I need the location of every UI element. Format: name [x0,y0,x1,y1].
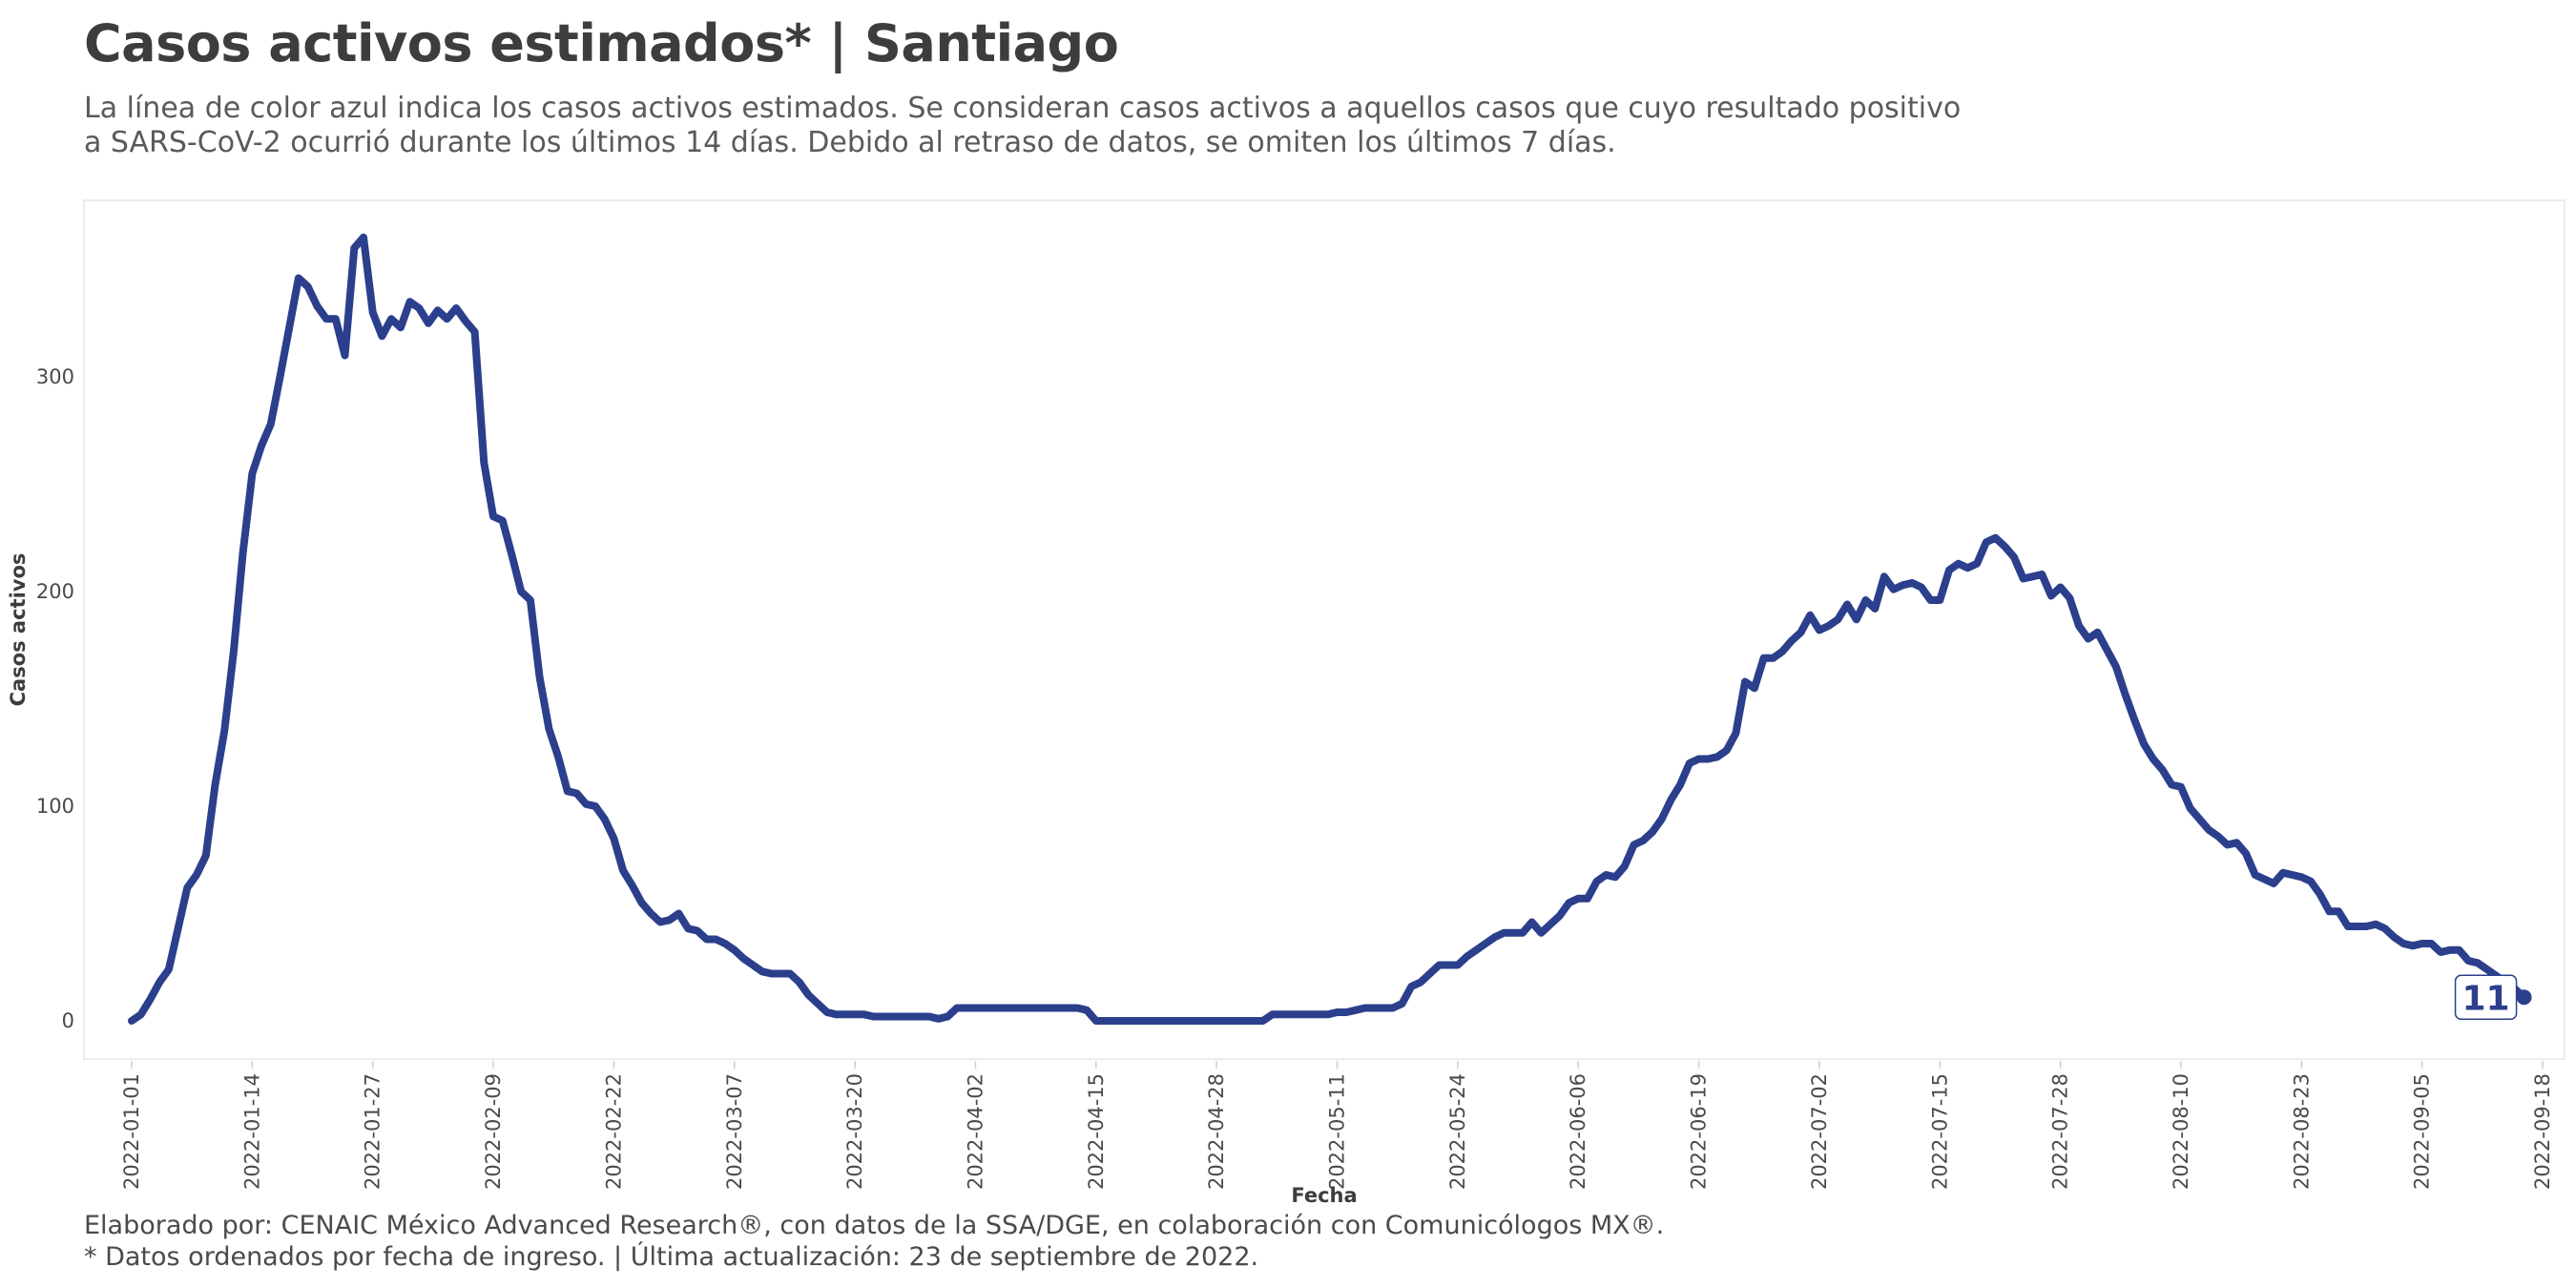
series-line-casos-activos [128,233,2528,1025]
x-tick-label: 2022-07-02 [1808,1073,1831,1190]
y-tick-label: 0 [62,1009,74,1032]
x-tick-label: 2022-04-02 [964,1073,987,1190]
plot-panel [83,199,2566,1060]
line-chart: 0 100 200 300 2022-01-01 2022-01-14 2022-01-2… [7,199,2566,1207]
chart-subtitle: La línea de color azul indica los casos … [84,92,1992,160]
x-tick-label: 2022-01-27 [362,1073,384,1190]
x-tick-label: 2022-04-28 [1205,1073,1228,1190]
subtitle-line-1: La línea de color azul indica los casos … [84,92,1962,125]
caption-line-2: * Datos ordenados por fecha de ingreso. … [84,1242,1259,1272]
x-tick-label: 2022-06-06 [1567,1073,1589,1190]
end-label-text: 11 [2462,979,2510,1018]
x-tick-label: 2022-08-23 [2290,1073,2313,1190]
y-tick-label: 300 [36,365,74,388]
y-tick-label: 100 [36,795,74,818]
x-tick-label: 2022-03-20 [843,1073,866,1190]
x-tick-label: 2022-07-15 [1928,1073,1951,1190]
x-tick-label: 2022-05-24 [1446,1073,1469,1190]
x-tick-label: 2022-02-09 [482,1073,505,1190]
caption-line-1: Elaborado por: CENAIC México Advanced Re… [84,1211,1665,1240]
chart-caption: Elaborado por: CENAIC México Advanced Re… [84,1210,1664,1273]
x-tick-label: 2022-05-11 [1326,1073,1349,1190]
x-tick-label: 2022-06-19 [1688,1073,1711,1190]
x-tick-label: 2022-01-14 [240,1073,263,1190]
y-tick-label: 200 [36,580,74,603]
subtitle-line-2: a SARS-CoV-2 ocurrió durante los últimos… [84,126,1616,159]
x-tick-label: 2022-09-18 [2531,1073,2554,1190]
x-tick-label: 2022-04-15 [1085,1073,1108,1190]
end-label-box [2454,974,2518,1020]
x-tick-label: 2022-02-22 [602,1073,625,1190]
x-tick-label: 2022-09-05 [2411,1073,2434,1190]
chart-title: Casos activos estimados* | Santiago [84,13,1119,73]
y-axis-ticks: 0 100 200 300 [36,365,74,1032]
x-axis-ticks: 2022-01-01 2022-01-14 2022-01-27 2022-02-09… [120,1061,2554,1190]
x-tick-label: 2022-01-01 [120,1073,143,1190]
x-tick-label: 2022-03-07 [723,1073,746,1190]
x-axis-title: Fecha [1291,1184,1357,1207]
end-point [2516,989,2532,1006]
x-tick-label: 2022-07-28 [2049,1073,2072,1190]
end-label: 11 [2454,974,2518,1020]
x-tick-label: 2022-08-10 [2170,1073,2192,1190]
y-axis-title: Casos activos [7,553,30,707]
